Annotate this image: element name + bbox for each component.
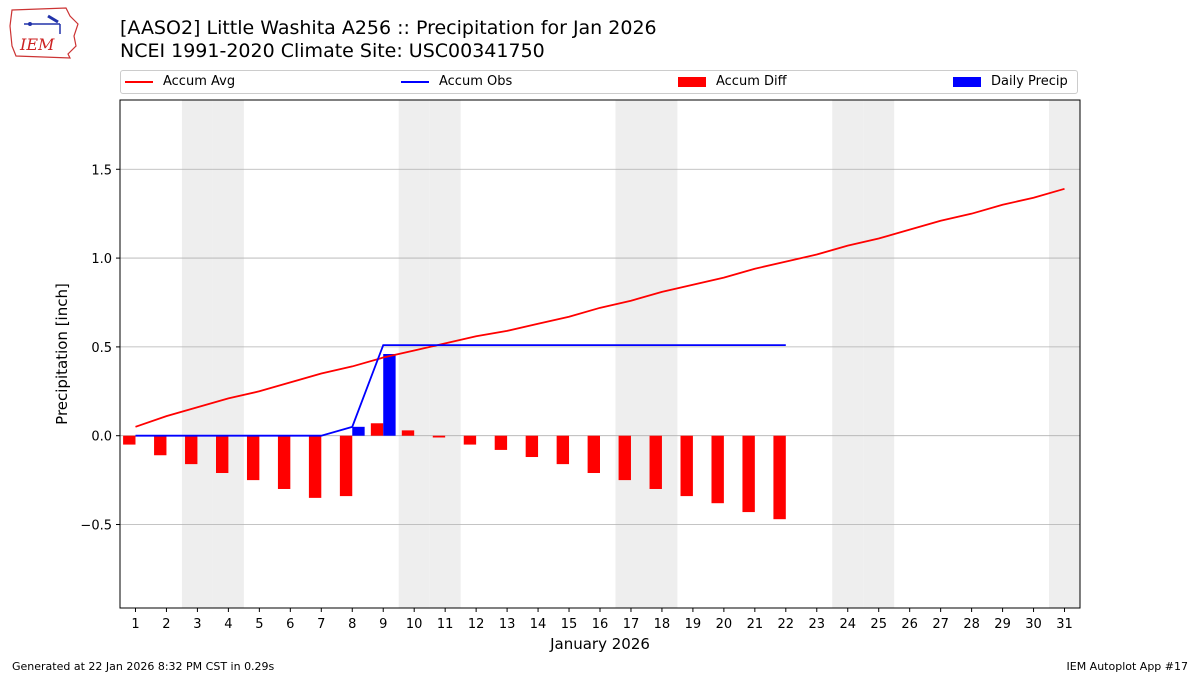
accum-diff-bar	[587, 435, 600, 474]
bar-series	[123, 354, 786, 520]
accum-diff-bar	[649, 435, 662, 489]
accum-diff-bar	[432, 435, 446, 438]
weekend-band-31	[1049, 100, 1080, 608]
accum-diff-bar	[556, 435, 570, 465]
y-tick-label: 1.0	[91, 252, 112, 267]
accum-diff-bar	[123, 435, 136, 445]
x-tick-label: 5	[255, 617, 263, 632]
daily-precip-bar	[352, 426, 365, 436]
x-tick-label: 1	[131, 617, 139, 632]
y-axis-ticks: −0.5 0.0 0.5 1.0 1.5	[80, 163, 120, 534]
accum-diff-bar	[711, 435, 724, 504]
weekend-band-10	[398, 100, 430, 608]
weekend-band-11	[429, 100, 461, 608]
accum-diff-bar	[370, 423, 384, 436]
accum-diff-bar	[401, 430, 415, 436]
plot-frame	[119, 99, 1081, 609]
x-tick-label: 26	[901, 617, 918, 632]
x-axis-ticks: 1 2 3 4 5 6 7 8 9 10 11 12 13 14 15 16 17 18 19 20 21 22 23 24 2…	[131, 608, 1073, 632]
x-tick-label: 20	[716, 617, 733, 632]
x-tick-label: 3	[193, 617, 201, 632]
x-tick-label: 7	[317, 617, 325, 632]
x-tick-label: 10	[406, 617, 423, 632]
weekend-band-17	[615, 100, 647, 608]
x-tick-label: 11	[437, 617, 454, 632]
svg-text:IEM: IEM	[19, 35, 55, 54]
weekend-band-25	[863, 100, 895, 608]
x-axis-label: January 2026	[549, 635, 650, 653]
accum-diff-bar	[339, 435, 353, 497]
accum-diff-bar	[185, 435, 198, 465]
legend-item-accum-diff: Accum Diff	[678, 74, 787, 90]
accum-diff-bar	[773, 435, 786, 520]
accum-diff-bar	[154, 435, 167, 456]
chart-title: [AASO2] Little Washita A256 :: Precipita…	[120, 17, 657, 39]
y-tick-label: −0.5	[80, 519, 112, 534]
x-tick-label: 13	[499, 617, 516, 632]
legend-swatch-accum-diff	[678, 76, 706, 87]
legend-swatch-accum-obs	[401, 80, 429, 83]
generated-timestamp: Generated at 22 Jan 2026 8:32 PM CST in …	[12, 660, 275, 673]
legend-swatch-daily-precip	[953, 76, 981, 87]
x-tick-label: 18	[654, 617, 671, 632]
line-series	[135, 187, 1065, 437]
x-tick-label: 14	[530, 617, 547, 632]
accum-diff-bar	[494, 435, 508, 450]
x-tick-label: 31	[1056, 617, 1073, 632]
x-tick-label: 6	[286, 617, 294, 632]
chart-subtitle: NCEI 1991-2020 Climate Site: USC00341750	[120, 40, 545, 62]
x-tick-label: 21	[747, 617, 764, 632]
x-tick-label: 24	[839, 617, 856, 632]
legend-item-accum-obs: Accum Obs	[401, 74, 512, 90]
accum-diff-bar	[525, 435, 539, 458]
legend-swatch-accum-avg	[125, 80, 153, 83]
y-tick-label: 0.5	[91, 341, 112, 356]
x-tick-label: 25	[870, 617, 887, 632]
x-tick-label: 15	[561, 617, 578, 632]
legend-label-accum-avg: Accum Avg	[163, 74, 236, 89]
legend-label-accum-obs: Accum Obs	[439, 74, 513, 89]
accum-diff-bar	[216, 435, 229, 474]
accum-avg-line	[135, 187, 1065, 428]
app-credit: IEM Autoplot App #17	[1066, 660, 1189, 673]
accum-diff-bar	[246, 435, 260, 481]
y-tick-label: 1.5	[91, 163, 112, 178]
x-tick-label: 4	[224, 617, 232, 632]
x-tick-label: 23	[809, 617, 826, 632]
iem-logo: IEM	[8, 6, 80, 60]
legend-item-daily-precip: Daily Precip	[953, 74, 1068, 90]
accum-obs-line	[135, 344, 786, 437]
weekend-band-3	[181, 100, 213, 608]
weekend-band-24	[832, 100, 864, 608]
y-axis-label: Precipitation [inch]	[53, 283, 71, 425]
legend-label-daily-precip: Daily Precip	[991, 74, 1068, 89]
accum-diff-bar	[308, 435, 322, 498]
accum-diff-bar	[277, 435, 291, 489]
x-tick-label: 16	[592, 617, 609, 632]
chart-legend: Accum Avg Accum Obs Accum Diff Daily Pre…	[120, 70, 1078, 94]
daily-precip-bar	[383, 354, 396, 436]
x-tick-label: 28	[963, 617, 980, 632]
weekend-band-4	[212, 100, 244, 608]
accum-diff-bar	[742, 435, 755, 513]
accum-diff-bar	[680, 435, 693, 497]
x-tick-label: 30	[1025, 617, 1042, 632]
x-tick-label: 27	[932, 617, 949, 632]
x-tick-label: 12	[468, 617, 485, 632]
weekend-shading	[181, 100, 1080, 608]
legend-label-accum-diff: Accum Diff	[716, 74, 787, 89]
x-tick-label: 29	[994, 617, 1011, 632]
x-tick-label: 2	[162, 617, 170, 632]
weekend-band-18	[646, 100, 678, 608]
x-tick-label: 17	[623, 617, 640, 632]
y-tick-label: 0.0	[91, 430, 112, 445]
accum-diff-bar	[463, 435, 477, 445]
accum-diff-bar	[618, 435, 631, 481]
legend-item-accum-avg: Accum Avg	[125, 74, 235, 90]
x-tick-label: 8	[348, 617, 356, 632]
x-tick-label: 9	[379, 617, 387, 632]
x-tick-label: 19	[685, 617, 702, 632]
x-tick-label: 22	[778, 617, 795, 632]
